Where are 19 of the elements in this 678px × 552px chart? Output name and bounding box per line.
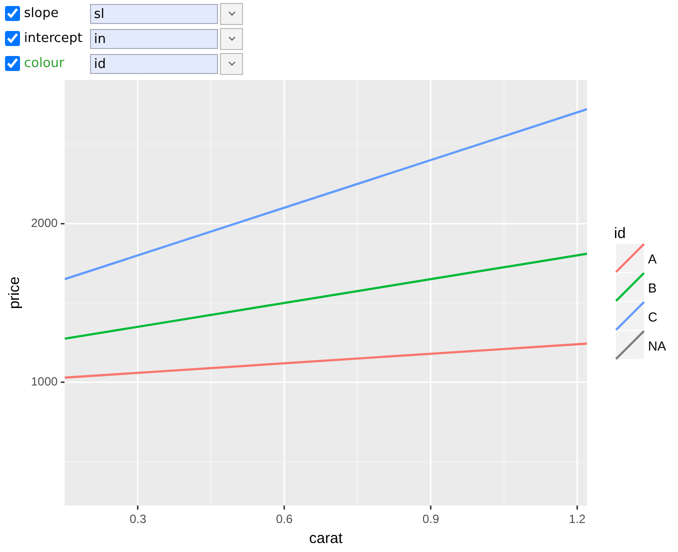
legend-label: C (648, 310, 658, 325)
text: intercept (24, 31, 84, 46)
y-axis-title: price (6, 276, 24, 310)
legend-label: A (648, 252, 657, 267)
text: slope (24, 6, 60, 21)
x-tick-label: 0.9 (422, 512, 440, 526)
text: colour (24, 56, 66, 71)
y-tick-label: 2000 (30, 216, 58, 230)
x-tick-label: 1.2 (568, 512, 586, 526)
text: id (90, 54, 218, 74)
x-axis-title: carat (309, 530, 344, 548)
x-tick-label: 0.3 (130, 512, 147, 526)
legend-label: NA (648, 338, 666, 354)
legend-label: B (648, 280, 657, 296)
x-tick-label: 0.6 (276, 512, 294, 526)
text: in (90, 28, 218, 48)
legend-title: id (614, 225, 626, 242)
text: sl (90, 4, 218, 24)
y-tick-label: 1000 (30, 374, 58, 389)
